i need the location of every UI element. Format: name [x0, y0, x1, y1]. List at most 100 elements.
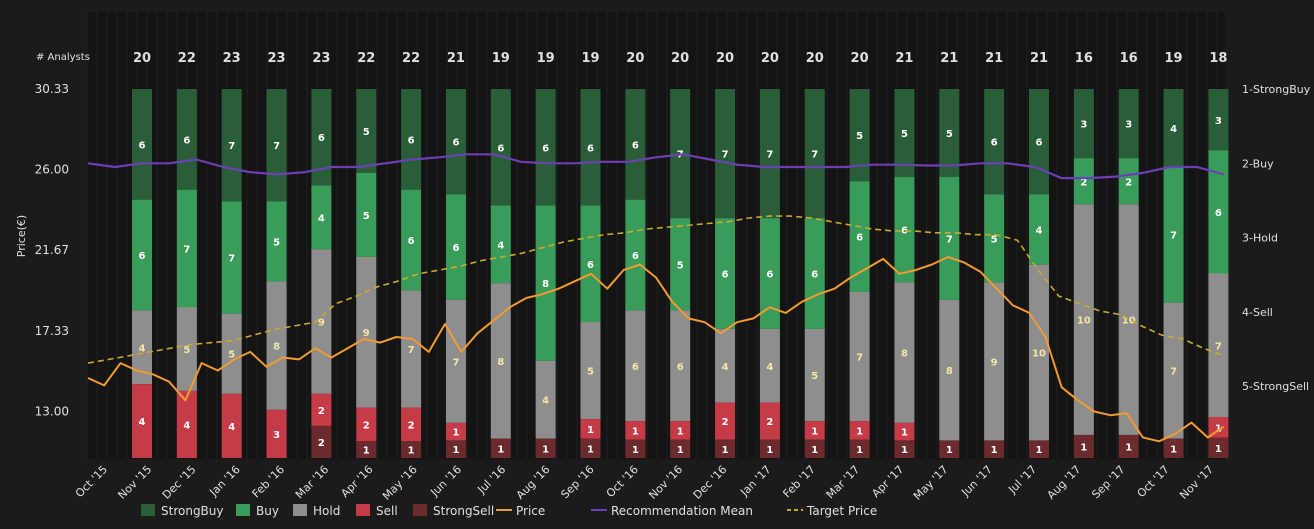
bar-segment-buy	[939, 176, 960, 300]
bar-count-label: 1	[856, 445, 863, 456]
bar-count-label: 8	[542, 279, 549, 290]
bar-segment-buy	[984, 194, 1005, 283]
analyst-count: 20	[851, 51, 869, 66]
bar-segment-hold	[132, 310, 152, 385]
bar-count-label: 1	[677, 426, 684, 437]
analyst-count: 19	[581, 51, 599, 66]
bar-segment-hold	[849, 291, 870, 422]
bar-count-label: 1	[1036, 445, 1043, 456]
price-tick-label: 13.00	[35, 404, 69, 418]
analyst-count: 19	[537, 51, 555, 66]
analyst-count: 21	[447, 51, 465, 66]
bar-count-label: 6	[542, 143, 549, 154]
bar-segment-strongsell	[580, 438, 601, 458]
bar-count-label: 1	[497, 444, 504, 455]
analyst-count: 22	[402, 51, 420, 66]
analyst-count: 20	[761, 51, 779, 66]
bar-count-label: 10	[1032, 349, 1046, 360]
bar-count-label: 2	[1080, 177, 1087, 188]
bar-segment-sell	[311, 393, 332, 426]
bar-segment-buy	[1073, 158, 1094, 205]
bar-segment-strongbuy	[1208, 89, 1229, 151]
bar-count-label: 4	[318, 213, 325, 224]
legend-swatch-strongsell	[413, 504, 427, 516]
bar-segment-hold	[1118, 204, 1139, 435]
analyst-count: 19	[1165, 51, 1183, 66]
bar-segment-buy	[849, 181, 870, 292]
bar-segment-hold	[715, 328, 736, 403]
bar-count-label: 1	[632, 426, 639, 437]
bar-segment-sell	[266, 409, 287, 458]
bar-count-label: 5	[587, 367, 594, 378]
bar-count-label: 1	[946, 445, 953, 456]
bar-segment-buy	[221, 201, 242, 314]
bar-segment-strongsell	[894, 440, 915, 458]
bar-segment-strongbuy	[356, 89, 377, 173]
bar-segment-strongsell	[715, 439, 736, 458]
bar-count-label: 4	[497, 240, 504, 251]
bar-segment-strongbuy	[849, 89, 870, 182]
bar-count-label: 4	[1036, 226, 1043, 237]
analyst-count: 22	[357, 51, 375, 66]
analyst-count: 21	[1030, 51, 1048, 66]
bar-count-label: 2	[363, 420, 370, 431]
recommendation-tick-label: 2-Buy	[1242, 157, 1274, 170]
analyst-count: 21	[985, 51, 1003, 66]
legend-swatch-hold	[293, 504, 307, 516]
bar-count-label: 8	[497, 357, 504, 368]
bar-segment-strongsell	[984, 440, 1005, 458]
bar-count-label: 7	[722, 150, 729, 161]
recommendation-mean-line	[87, 153, 1225, 180]
bar-segment-strongsell	[849, 439, 870, 458]
bar-segment-sell	[849, 421, 870, 440]
bar-segment-strongsell	[1073, 434, 1094, 458]
bar-segment-buy	[445, 194, 466, 300]
bar-count-label: 7	[856, 353, 863, 364]
bar-count-label: 3	[1080, 120, 1087, 131]
bar-count-label: 6	[1036, 138, 1043, 149]
bar-segment-sell	[804, 421, 825, 440]
bar-count-label: 2	[1125, 177, 1132, 188]
bar-count-label: 1	[1080, 442, 1087, 453]
bar-segment-hold	[1208, 273, 1229, 417]
bar-segment-hold	[535, 360, 556, 439]
bar-segment-buy	[580, 205, 601, 323]
bar-segment-strongsell	[1208, 437, 1229, 458]
bar-segment-hold	[804, 328, 825, 422]
bar-segment-hold	[580, 322, 601, 420]
bar-segment-hold	[625, 310, 646, 422]
bar-count-label: 6	[497, 143, 504, 154]
bar-segment-buy	[625, 199, 646, 311]
bar-segment-hold	[759, 328, 780, 403]
bar-count-label: 4	[1170, 124, 1177, 135]
bar-segment-sell	[401, 407, 422, 442]
bar-count-label: 6	[408, 236, 415, 247]
bar-count-label: 7	[766, 150, 773, 161]
bar-segment-strongbuy	[1118, 89, 1139, 159]
bar-count-label: 3	[273, 430, 280, 441]
bar-count-label: 6	[139, 251, 146, 262]
bar-segment-buy	[535, 205, 556, 361]
bar-segment-buy	[356, 172, 377, 257]
analyst-count: 23	[223, 51, 241, 66]
bar-count-label: 5	[228, 350, 235, 361]
legend-label: Recommendation Mean	[611, 504, 753, 518]
bar-count-label: 1	[1125, 442, 1132, 453]
bar-count-label: 1	[901, 428, 908, 439]
legend-label: Price	[516, 504, 545, 518]
bar-count-label: 6	[139, 140, 146, 151]
price-axis: 30.33 26.00 21.67 17.33 13.00 Price(€)	[15, 82, 69, 418]
bar-segment-sell	[356, 407, 377, 442]
bar-count-label: 9	[363, 328, 370, 339]
bar-segment-buy	[176, 189, 197, 308]
bar-count-label: 7	[273, 141, 280, 152]
analyst-count: 21	[940, 51, 958, 66]
bar-count-label: 5	[856, 131, 863, 142]
bar-count-label: 1	[901, 445, 908, 456]
bar-segment-strongbuy	[984, 89, 1005, 195]
bar-count-label: 8	[901, 349, 908, 360]
bar-segment-strongbuy	[132, 89, 152, 200]
bar-segment-strongsell	[625, 439, 646, 458]
bar-count-label: 1	[1215, 423, 1222, 434]
